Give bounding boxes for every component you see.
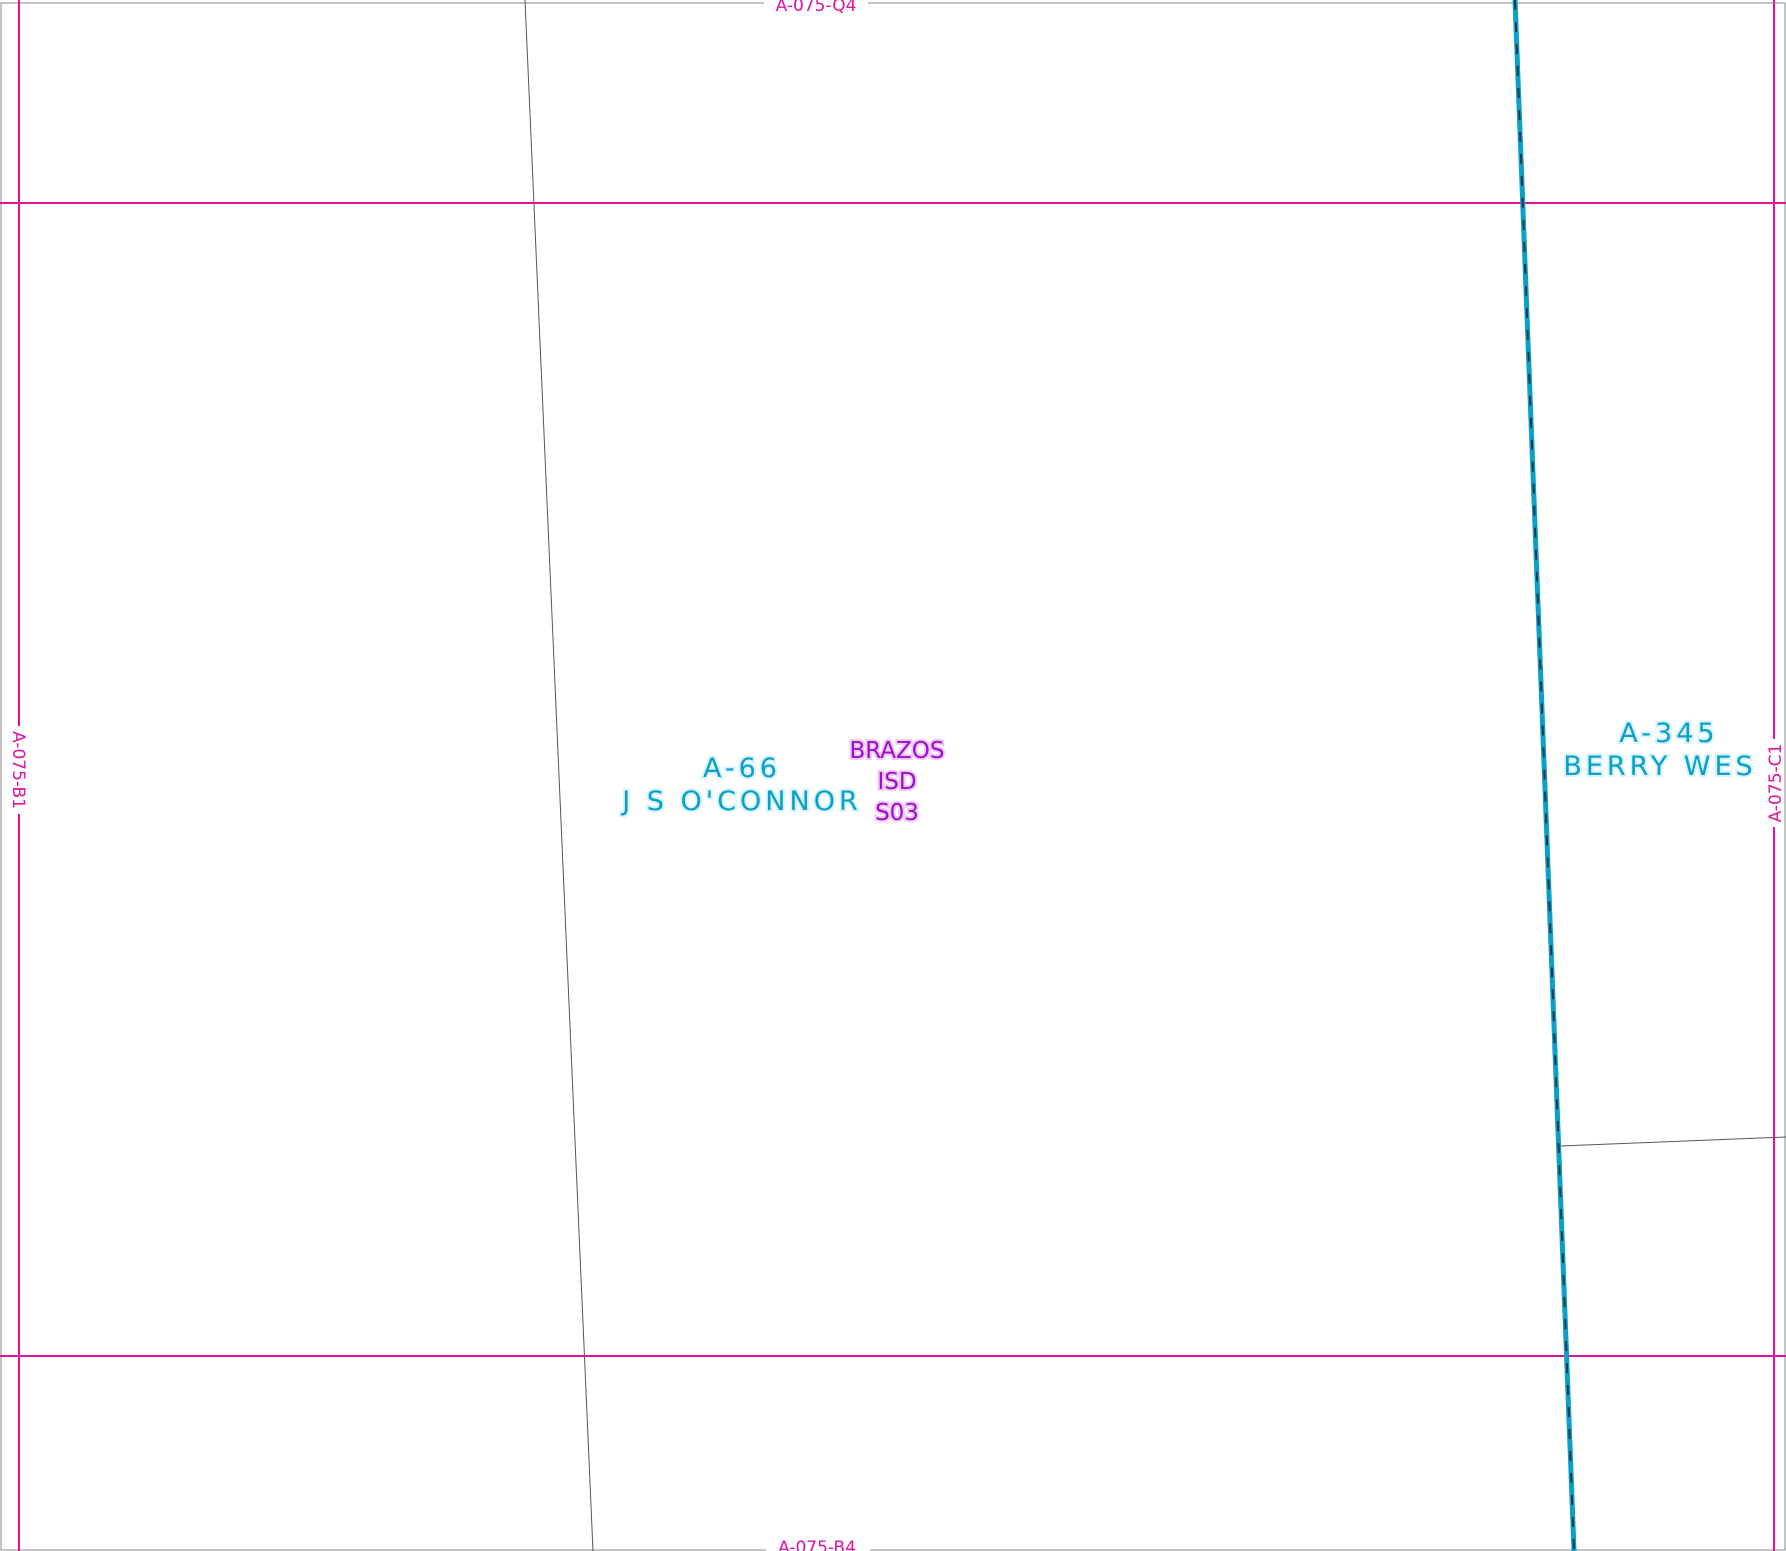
grid-label-right-bg: [1765, 739, 1783, 827]
isd-label-line3: S03: [875, 800, 919, 826]
isd-label-line1: BRAZOS: [849, 738, 944, 764]
grid-label-top-bg: [764, 0, 868, 14]
abstract-name-berry: BERRY WES: [1563, 751, 1756, 782]
grid-label-bottom: A-075-B4: [778, 1538, 856, 1551]
boundary-line-inner: [1514, 0, 1575, 1551]
parcel-line-east-spur: [1559, 1136, 1786, 1147]
grid-label-top: A-075-Q4: [776, 0, 857, 16]
isd-label-line2: ISD: [877, 769, 916, 795]
grid-label-bottom-bg: [766, 1537, 870, 1551]
grid-label-left: A-075-B1: [8, 731, 28, 809]
grid-label-left-bg: [11, 726, 29, 814]
abstract-number-a345: A-345: [1619, 718, 1718, 749]
parcel-line-west: [524, 0, 594, 1551]
abstract-number-a66: A-66: [703, 753, 781, 784]
grid-label-right: A-075-C1: [1766, 744, 1786, 823]
abstract-name-oconnor: J S O'CONNOR: [620, 786, 861, 817]
